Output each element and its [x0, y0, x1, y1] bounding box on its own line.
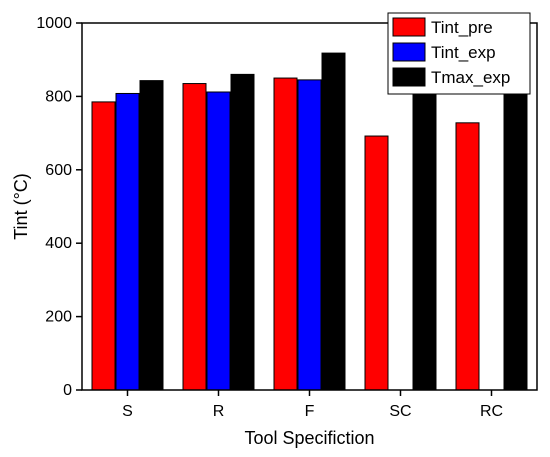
bar-tint-exp	[206, 91, 231, 391]
legend-label: Tint_pre	[431, 18, 493, 37]
bar-tmax-exp	[503, 87, 528, 391]
bar-tint-pre	[273, 77, 298, 391]
x-tick-label: SC	[389, 403, 411, 420]
x-tick-label: R	[213, 403, 225, 420]
y-axis-label: Tint (°C)	[11, 173, 31, 240]
legend-label: Tint_exp	[431, 43, 496, 62]
bar-tint-pre	[455, 122, 480, 391]
y-tick-label: 1000	[36, 15, 72, 32]
bars-group	[91, 52, 528, 391]
y-tick-label: 200	[45, 309, 72, 326]
bar-tint-pre	[182, 83, 207, 391]
bar-tmax-exp	[412, 91, 437, 391]
legend-swatch	[392, 67, 426, 87]
x-tick-label: F	[305, 403, 315, 420]
bar-tmax-exp	[139, 80, 164, 391]
legend-swatch	[392, 42, 426, 62]
legend: Tint_pre Tint_exp Tmax_exp	[387, 12, 531, 95]
y-tick-label: 800	[45, 88, 72, 105]
x-axis: S R F SC RC	[122, 390, 503, 420]
bar-tint-pre	[91, 101, 116, 391]
bar-tmax-exp	[321, 52, 346, 391]
bar-tint-exp	[297, 79, 322, 391]
y-tick-label: 600	[45, 162, 72, 179]
y-tick-label: 0	[63, 382, 72, 399]
y-tick-label: 400	[45, 235, 72, 252]
legend-label: Tmax_exp	[431, 68, 510, 87]
x-tick-label: S	[122, 403, 133, 420]
x-tick-label: RC	[480, 403, 503, 420]
y-axis: 0 200 400 600 800 1000	[36, 15, 82, 399]
bar-tmax-exp	[230, 73, 255, 391]
x-axis-label: Tool Specifiction	[244, 428, 374, 448]
legend-swatch	[392, 17, 426, 37]
bar-tint-pre	[364, 135, 389, 391]
bar-tint-exp	[115, 92, 140, 391]
